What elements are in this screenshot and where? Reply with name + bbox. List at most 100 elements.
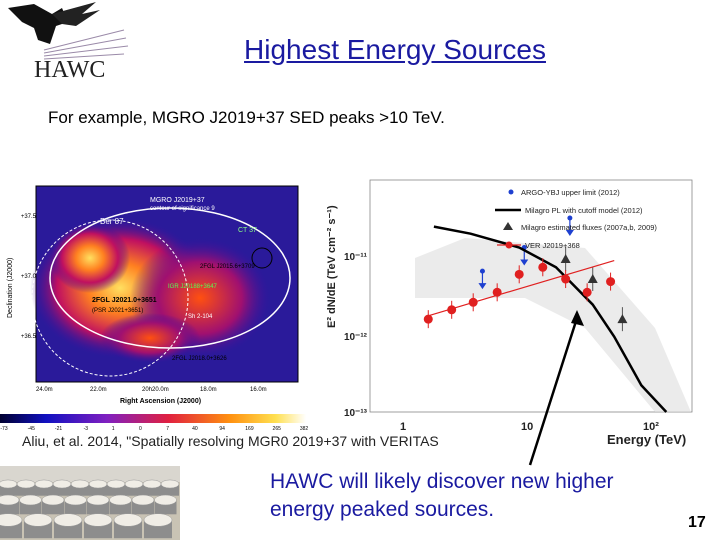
slide-title: Highest Energy Sources bbox=[244, 34, 546, 65]
hawc-logo: HAWC bbox=[8, 2, 129, 82]
y-tick: +36.5 bbox=[21, 334, 37, 340]
colorbar-tick-label: -45 bbox=[28, 426, 35, 430]
legend-label: Milagro estimated fluxes (2007a,b, 2009) bbox=[521, 223, 657, 232]
milagro-flux-point bbox=[560, 254, 571, 264]
argo-point bbox=[479, 268, 485, 274]
label-psr: (PSR J2021+3651) bbox=[92, 308, 143, 314]
logo-rays bbox=[43, 29, 129, 60]
ct37-circle bbox=[251, 247, 273, 269]
tank-top bbox=[0, 494, 20, 506]
tank-top bbox=[124, 479, 144, 489]
page-number: 17 bbox=[688, 514, 706, 531]
hawc-tanks-photo bbox=[0, 466, 180, 540]
colorbar-tick-label: -73 bbox=[0, 426, 7, 430]
label-mgro: MGRO J2019+37 bbox=[150, 197, 205, 204]
argo-upper-limit-arrow bbox=[478, 283, 487, 290]
x-tick: 24.0m bbox=[36, 387, 53, 393]
y-tick-label: 10⁻¹² bbox=[344, 332, 368, 343]
note-line: HAWC will likely discover new higher bbox=[270, 470, 614, 493]
tank-body bbox=[143, 484, 161, 496]
tank-top bbox=[109, 494, 132, 506]
tank-top bbox=[143, 513, 173, 527]
colorbar-tick-label: -21 bbox=[55, 426, 62, 430]
y-tick-label: 10⁻¹¹ bbox=[344, 252, 368, 263]
eagle-silhouette bbox=[8, 4, 68, 44]
tank-body bbox=[17, 484, 35, 496]
x-axis-label: Right Ascension (J2000) bbox=[120, 398, 201, 405]
tank-top bbox=[34, 479, 54, 489]
legend-marker-argo bbox=[508, 189, 514, 195]
legend-label: Milagro PL with cutoff model (2012) bbox=[525, 206, 643, 215]
x-tick: 16.0m bbox=[250, 387, 267, 393]
ver-point bbox=[606, 277, 616, 287]
tank-body bbox=[107, 484, 125, 496]
y-tick: +37.0 bbox=[21, 274, 37, 280]
x-tick: 20h20.0m bbox=[142, 387, 169, 393]
colorbar-tick-label: 1 bbox=[112, 426, 115, 430]
tank-top bbox=[0, 479, 18, 489]
label-ct37: CT 37 bbox=[238, 227, 257, 234]
legend-marker-milagro-flux bbox=[503, 222, 513, 230]
argo-upper-limit-arrow bbox=[565, 229, 574, 236]
hawc-note: HAWC will likely discover new higher ene… bbox=[270, 468, 690, 524]
eagle-wing bbox=[52, 2, 100, 26]
tank-body bbox=[35, 484, 53, 496]
x-axis-label: Energy (TeV) bbox=[607, 432, 686, 447]
tank-top bbox=[19, 494, 42, 506]
colorbar bbox=[0, 414, 306, 423]
tank-top bbox=[70, 479, 90, 489]
tank-body bbox=[0, 484, 17, 496]
colorbar-tick-label: 7 bbox=[166, 426, 169, 430]
legend-label: VER J2019+368 bbox=[525, 241, 580, 250]
label-contour: contour of significance 9 bbox=[150, 206, 215, 212]
label-fgl2: 2FGL J2021.0+3651 bbox=[92, 297, 157, 304]
tank-body bbox=[89, 484, 107, 496]
ver-point bbox=[538, 262, 548, 272]
milagro-pl-curve bbox=[433, 225, 668, 413]
tank-top bbox=[23, 513, 53, 527]
significance-contour bbox=[49, 207, 291, 349]
tank-body bbox=[125, 484, 143, 496]
colorbar-tick-label: -3 bbox=[84, 426, 89, 430]
ver-point bbox=[514, 269, 524, 279]
argo-upper-limit-arrow bbox=[520, 259, 529, 266]
label-fgl1: 2FGL J2015.6+3709 bbox=[200, 264, 255, 270]
tank-top bbox=[154, 494, 177, 506]
colorbar-tick-label: 94 bbox=[219, 426, 225, 430]
tank-top bbox=[106, 479, 126, 489]
legend-marker-ver bbox=[505, 241, 513, 249]
label-igr: IGR J20188+3647 bbox=[168, 284, 218, 290]
legend-label: ARGO-YBJ upper limit (2012) bbox=[521, 188, 620, 197]
model-band bbox=[415, 238, 691, 412]
sed-chart: E² dN/dE (TeV cm⁻² s⁻¹) 10⁻¹¹ 10⁻¹² 10⁻¹… bbox=[326, 179, 693, 447]
ver-point bbox=[423, 314, 433, 324]
note-line: energy peaked sources. bbox=[270, 498, 495, 521]
milagro-flux-point bbox=[617, 314, 628, 324]
x-tick-label: 1 bbox=[400, 421, 406, 433]
y-axis-label: Declination (J2000) bbox=[7, 258, 14, 318]
ver-point bbox=[582, 287, 592, 297]
colorbar-tick-label: 40 bbox=[192, 426, 198, 430]
y-tick-label: 10⁻¹³ bbox=[344, 408, 368, 419]
tank-top bbox=[86, 494, 110, 506]
label-fgl3: 2FGL J2018.0+3626 bbox=[172, 356, 227, 362]
label-sh2: Sh 2-104 bbox=[188, 314, 213, 320]
slide-subtitle: For example, MGRO J2019+37 SED peaks >10… bbox=[48, 108, 445, 127]
colorbar-tick-label: 382 bbox=[300, 426, 308, 430]
tank-top bbox=[88, 479, 108, 489]
label-ber87: Ber 87 bbox=[100, 217, 124, 226]
tank-top bbox=[83, 513, 113, 527]
tank-top bbox=[41, 494, 65, 506]
tank-top bbox=[0, 513, 23, 527]
ber87-circle bbox=[31, 219, 189, 377]
ver-point bbox=[561, 274, 571, 284]
emission-blob bbox=[50, 223, 130, 293]
colorbar-tick-label: 265 bbox=[273, 426, 282, 430]
emission-blob bbox=[100, 313, 200, 363]
logo-text: HAWC bbox=[34, 57, 105, 82]
sky-map-figure: MGRO J2019+37 contour of significance 9 … bbox=[0, 185, 308, 430]
x-tick: 22.0m bbox=[90, 387, 107, 393]
x-tick-label: 10 bbox=[521, 421, 533, 433]
tank-top bbox=[64, 494, 87, 506]
tank-body bbox=[71, 484, 89, 496]
